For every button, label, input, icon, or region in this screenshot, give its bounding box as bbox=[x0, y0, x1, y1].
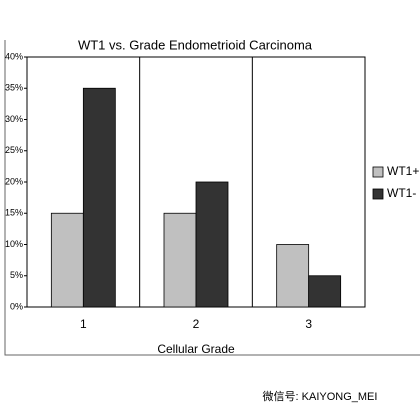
y-tick-label: 25% bbox=[5, 145, 23, 155]
y-tick-label: 30% bbox=[5, 114, 23, 124]
bar bbox=[276, 244, 310, 308]
x-tick-label: 1 bbox=[80, 317, 87, 331]
legend-label: WT1- bbox=[387, 186, 416, 200]
bar bbox=[50, 212, 84, 308]
chart-title: WT1 vs. Grade Endometrioid Carcinoma bbox=[78, 37, 313, 52]
chart-frame bbox=[4, 40, 420, 356]
legend-swatch bbox=[372, 166, 384, 178]
x-axis-label: Cellular Grade bbox=[157, 342, 235, 356]
y-tick-label: 0% bbox=[10, 301, 23, 311]
bar bbox=[163, 212, 197, 308]
legend-label: WT1+ bbox=[387, 164, 419, 178]
x-tick-label: 3 bbox=[305, 317, 312, 331]
bar bbox=[195, 181, 229, 308]
y-tick-label: 5% bbox=[10, 270, 23, 280]
y-tick-label: 10% bbox=[5, 239, 23, 249]
x-tick-label: 2 bbox=[193, 317, 200, 331]
y-tick-label: 35% bbox=[5, 83, 23, 93]
bar bbox=[308, 275, 342, 308]
y-tick-label: 15% bbox=[5, 208, 23, 218]
y-tick-label: 20% bbox=[5, 176, 23, 186]
watermark: 微信号: KAIYONG_MEI bbox=[263, 389, 378, 403]
y-tick-label: 40% bbox=[5, 51, 23, 61]
legend-swatch bbox=[372, 188, 384, 200]
bar bbox=[82, 87, 116, 308]
